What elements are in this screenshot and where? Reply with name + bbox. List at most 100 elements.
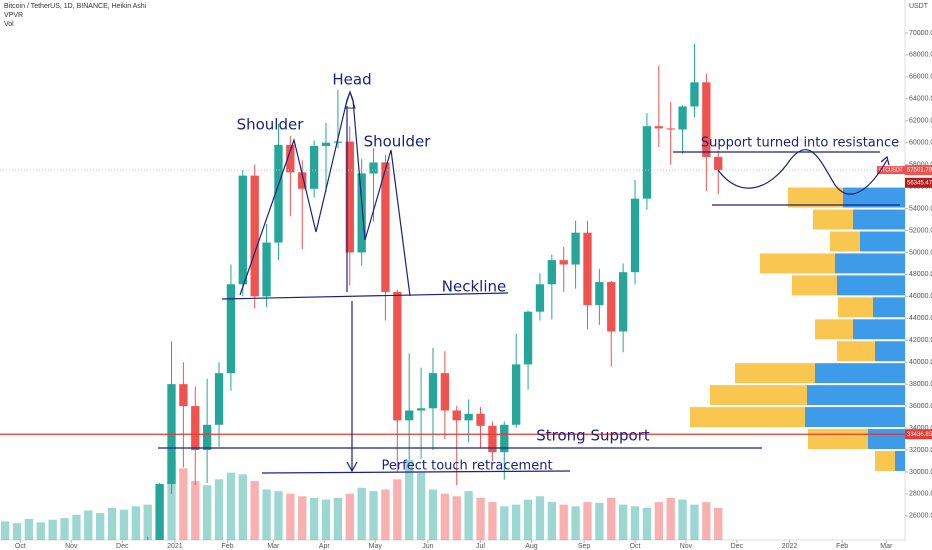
profile-up [868, 429, 905, 449]
y-tick-label: 34000.00 [909, 425, 932, 432]
candle-body [286, 144, 295, 173]
candle-body [476, 413, 485, 426]
volume-bar [702, 502, 711, 540]
candle-body [321, 142, 331, 146]
y-tick-label: 70000.00 [909, 30, 932, 37]
profile-down [837, 341, 875, 362]
profile-up [815, 363, 905, 384]
volume-bar [618, 504, 628, 540]
volume-bar [321, 499, 331, 540]
annotation: Neckline [442, 278, 506, 296]
candle-body [618, 272, 628, 332]
candle-body [298, 172, 307, 189]
profile-down [760, 253, 835, 274]
volume-bar [345, 493, 354, 540]
x-tick-label: Feb [836, 543, 848, 550]
profile-up [805, 407, 905, 428]
volume-bar [607, 497, 616, 540]
volume-bar [440, 493, 450, 540]
candle-body [547, 260, 556, 285]
volume-bar [488, 502, 497, 540]
y-tick-label: 50000.00 [909, 249, 932, 256]
indicator-name: VPVR [4, 12, 23, 19]
x-tick-label: Sep [578, 543, 591, 550]
volume-bar [286, 493, 295, 540]
candle-body [690, 82, 699, 107]
x-tick-label: Apr [319, 543, 331, 550]
profile-up [875, 341, 905, 362]
volume-bar [357, 487, 366, 540]
candle-body [512, 364, 521, 425]
volume-bar [24, 518, 34, 540]
annotation: Strong Support [536, 427, 650, 445]
head-marker [344, 90, 356, 109]
candle-body [393, 291, 402, 421]
profile-up [835, 253, 905, 274]
profile-up [873, 297, 905, 318]
y-tick-label: 66000.00 [909, 74, 932, 81]
profile-down [690, 407, 805, 428]
x-tick-label: Jun [422, 543, 433, 550]
volume-bar [642, 508, 652, 540]
annotation: Support turned into resistance [701, 136, 899, 151]
candle-body [642, 126, 652, 199]
candle-body [535, 284, 545, 312]
candle-body [345, 141, 354, 253]
y-tick-label: 38000.00 [909, 381, 932, 388]
volume-bar [535, 496, 545, 540]
volume-bar [464, 491, 473, 540]
volume-bar [333, 497, 343, 540]
y-tick-label: 60000.00 [909, 140, 932, 147]
target-arrowhead [346, 461, 358, 473]
volume-bar [512, 504, 521, 540]
price-box [905, 429, 932, 440]
y-tick-label: 48000.00 [909, 271, 932, 278]
candle-body [214, 373, 224, 425]
volume-bar [690, 504, 699, 540]
volume-bar [428, 489, 438, 540]
profile-down [792, 275, 837, 296]
volume-bar [0, 521, 10, 540]
volume-bar [595, 502, 604, 540]
candle-body [238, 175, 247, 285]
price-label: 33436.85 [907, 432, 932, 438]
volume-bar [167, 460, 176, 540]
x-tick-label: Nov [680, 543, 693, 550]
volume-bar [191, 481, 200, 540]
volume-bar [262, 489, 271, 540]
candle-body [630, 198, 640, 273]
candle-body [309, 145, 319, 189]
candle-body [583, 232, 592, 306]
volume-bar [107, 508, 117, 540]
symbol-label: BTCUSDT [879, 167, 903, 173]
candle-body [559, 260, 568, 265]
candle-body [357, 173, 366, 253]
profile-up [895, 451, 905, 471]
candle-body [202, 424, 212, 450]
volume-bar [72, 514, 81, 540]
annotations: Head Shoulder Shoulder Neckline Strong S… [237, 71, 900, 474]
candle-body [440, 373, 450, 411]
x-tick-label: May [369, 543, 383, 550]
candle-body [452, 410, 461, 421]
volume-bar [405, 460, 414, 540]
candle-body [191, 406, 200, 450]
volume-bar [416, 472, 426, 540]
currency: USDT [909, 3, 929, 10]
volume-profile-layer [690, 187, 905, 471]
volume-bar [369, 491, 378, 540]
profile-down [808, 429, 868, 449]
drawings [158, 90, 900, 474]
candle-body [226, 284, 236, 374]
profile-down [813, 209, 853, 230]
volume-bar [298, 496, 307, 540]
volume-bar [714, 508, 723, 540]
neckline [221, 292, 509, 300]
candle-body [488, 425, 497, 453]
volume-layer [0, 460, 723, 540]
profile-down [838, 297, 873, 318]
volume-bar [119, 509, 129, 540]
symbol-box [877, 166, 905, 175]
profile-up [860, 231, 905, 252]
